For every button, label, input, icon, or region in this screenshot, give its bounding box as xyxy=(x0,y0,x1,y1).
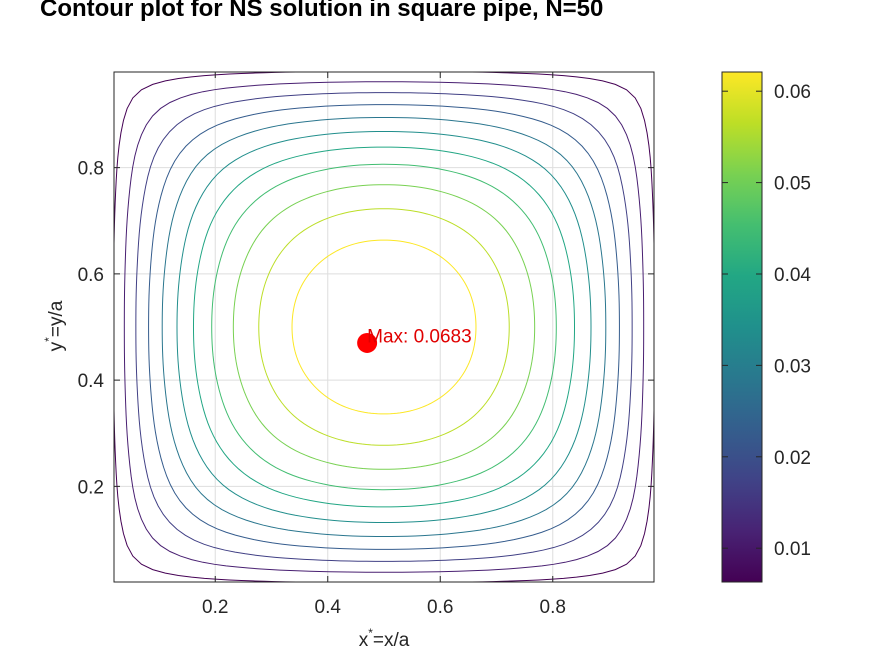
x-axis-label-rest: =x/a xyxy=(373,630,410,651)
y-tick-label: 0.2 xyxy=(78,477,104,498)
chart-title: Contour plot for NS solution in square p… xyxy=(40,0,603,22)
x-axis-label: x*=x/a xyxy=(359,626,410,651)
x-axis-label-sup: * xyxy=(368,626,373,640)
contour-line xyxy=(148,104,620,550)
axis-ticks: 0.2 0.4 0.6 0.8 0.2 0.4 0.6 0.8 xyxy=(78,72,654,618)
colorbar-tick-label: 0.03 xyxy=(774,356,811,377)
contour-line xyxy=(211,163,557,491)
max-marker xyxy=(357,332,378,353)
contour-line xyxy=(123,81,645,573)
colorbar-tick-label: 0.05 xyxy=(774,174,811,195)
grid-lines xyxy=(114,72,654,582)
y-tick-label: 0.4 xyxy=(78,371,105,392)
plot-frame xyxy=(113,71,655,583)
contour-line xyxy=(258,208,510,446)
colorbar-ticks: 0.01 0.02 0.03 0.04 0.05 0.06 xyxy=(722,82,811,560)
colorbar-frame xyxy=(721,71,763,583)
colorbar-tick-label: 0.01 xyxy=(774,539,811,560)
y-tick-label: 0.8 xyxy=(78,159,104,180)
plot-area: Max: 0.0683 0.2 0.4 0.6 0.8 0.2 0.4 0.6 0.8 xyxy=(78,71,655,618)
colorbar: 0.01 0.02 0.03 0.04 0.05 0.06 xyxy=(721,71,811,583)
y-axis-label-rest: =y/a xyxy=(46,300,67,337)
max-label: Max: 0.0683 xyxy=(367,326,472,347)
contour-line xyxy=(114,72,654,582)
colorbar-tick-label: 0.02 xyxy=(774,448,811,469)
x-tick-label: 0.8 xyxy=(540,597,566,618)
plot-background xyxy=(114,72,654,582)
x-tick-label: 0.6 xyxy=(427,597,453,618)
contour-line xyxy=(291,239,477,415)
x-tick-label: 0.2 xyxy=(202,597,228,618)
x-axis-label-base: x xyxy=(359,630,369,651)
x-tick-label: 0.4 xyxy=(315,597,342,618)
y-axis-label: y*=y/a xyxy=(42,300,67,351)
contour-line xyxy=(135,92,633,562)
colorbar-tick-label: 0.06 xyxy=(774,82,811,103)
y-axis-label-sup: * xyxy=(42,337,56,342)
contour-line xyxy=(176,130,592,524)
max-marker-group: Max: 0.0683 xyxy=(357,326,472,353)
contour-line xyxy=(161,117,607,537)
contour-lines xyxy=(114,72,654,582)
colorbar-tick-label: 0.04 xyxy=(774,265,811,286)
y-axis-label-base: y xyxy=(46,341,67,351)
y-tick-label: 0.6 xyxy=(78,265,104,286)
contour-line xyxy=(192,146,576,508)
contour-line xyxy=(232,184,536,470)
colorbar-gradient xyxy=(722,72,762,582)
